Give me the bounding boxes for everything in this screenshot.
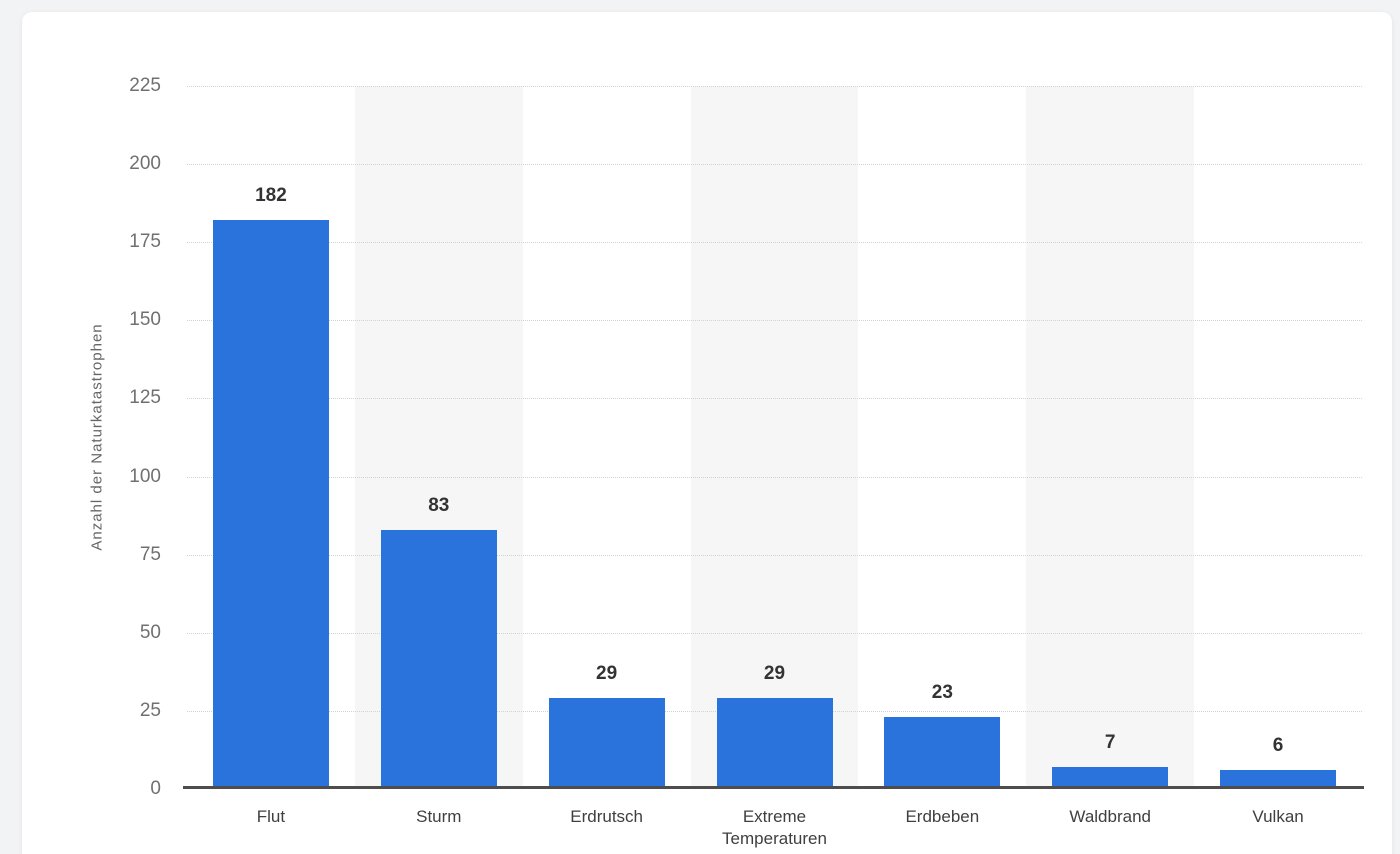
gridline-50 xyxy=(187,632,1362,634)
y-tick-label-150: 150 xyxy=(129,309,161,331)
bar-vulkan[interactable] xyxy=(1220,770,1337,789)
gridline-75 xyxy=(187,554,1362,556)
y-tick-label-200: 200 xyxy=(129,153,161,175)
bar-erdrutsch[interactable] xyxy=(548,698,665,789)
bar-sturm[interactable] xyxy=(380,529,497,789)
y-tick-label-100: 100 xyxy=(129,465,161,487)
bar-flut[interactable] xyxy=(212,220,329,789)
x-axis-label-waldbrand: Waldbrand xyxy=(1069,807,1151,826)
gridline-100 xyxy=(187,476,1362,478)
bar-erdbeben[interactable] xyxy=(884,717,1001,789)
y-tick-label-125: 125 xyxy=(129,387,161,409)
x-axis-label-erdrutsch: Erdrutsch xyxy=(570,807,644,826)
x-axis-line xyxy=(183,786,1364,789)
x-axis-label-extreme-temperaturen: Extreme Temperaturen xyxy=(722,807,827,848)
plot-area: 182 83 29 29 23 7 6 xyxy=(187,86,1362,789)
gridline-200 xyxy=(187,164,1362,166)
gridline-125 xyxy=(187,398,1362,400)
x-axis-label-vulkan: Vulkan xyxy=(1252,807,1304,826)
bar-extreme-temperaturen[interactable] xyxy=(716,698,833,789)
y-axis-title: Anzahl der Naturkatastrophen xyxy=(88,323,106,551)
x-axis-label-erdbeben: Erdbeben xyxy=(905,807,980,826)
y-tick-label-25: 25 xyxy=(139,699,161,721)
column-band-waldbrand xyxy=(1026,86,1195,789)
gridline-150 xyxy=(187,320,1362,322)
value-label-waldbrand: 7 xyxy=(1104,732,1116,754)
x-axis-label-flut: Flut xyxy=(256,807,286,826)
value-label-extreme-temperaturen: 29 xyxy=(763,663,786,685)
value-label-sturm: 83 xyxy=(428,494,450,516)
bar-waldbrand[interactable] xyxy=(1052,767,1169,789)
value-label-erdrutsch: 29 xyxy=(596,663,618,685)
column-band-extreme-temperaturen xyxy=(690,86,859,789)
y-tick-label-225: 225 xyxy=(129,75,161,96)
gridline-175 xyxy=(187,242,1362,244)
value-label-vulkan: 6 xyxy=(1272,735,1284,757)
gridline-225 xyxy=(187,86,1362,87)
value-label-flut: 182 xyxy=(255,185,287,207)
value-label-erdbeben: 23 xyxy=(931,682,953,704)
y-tick-label-0: 0 xyxy=(150,778,161,799)
x-axis-label-sturm: Sturm xyxy=(416,807,462,826)
y-tick-label-75: 75 xyxy=(139,543,161,565)
y-tick-label-50: 50 xyxy=(139,621,161,643)
y-tick-label-175: 175 xyxy=(129,231,161,253)
